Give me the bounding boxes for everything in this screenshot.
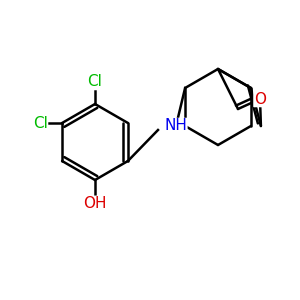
Text: OH: OH [83,196,107,211]
Text: NH: NH [164,118,187,134]
Text: Cl: Cl [88,74,102,89]
Text: Cl: Cl [33,116,47,130]
Text: O: O [254,92,266,106]
